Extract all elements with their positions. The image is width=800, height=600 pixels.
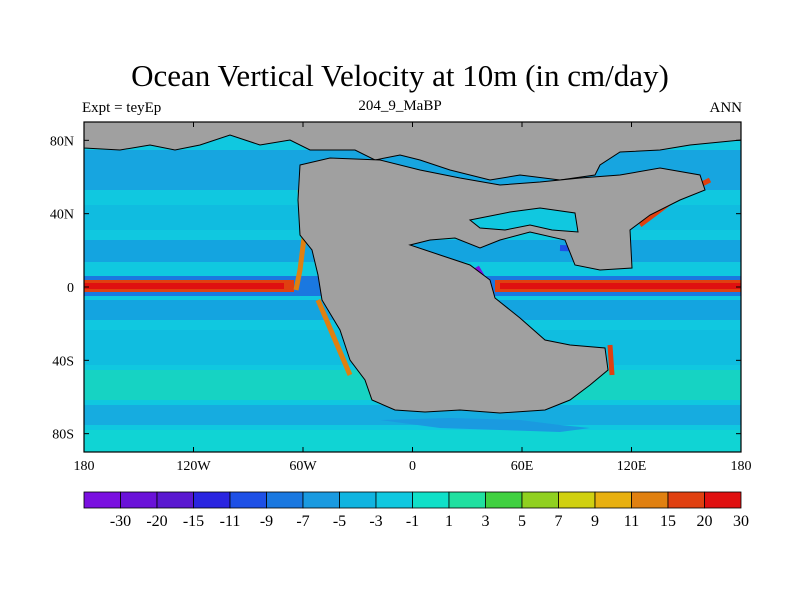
- colorbar-label: 1: [445, 513, 453, 530]
- x-tick-label: 0: [409, 459, 416, 474]
- pangea-landmass: [297, 157, 706, 414]
- colorbar-label: -1: [406, 513, 419, 530]
- axis-ticks: 180 120W 60W 0 60E 120E 180 80N 40N 0 40S 80S: [50, 122, 752, 474]
- colorbar-label: -30: [110, 513, 131, 530]
- colorbar-swatch: [412, 491, 450, 509]
- colorbar-label: -9: [260, 513, 273, 530]
- colorbar-swatch: [704, 491, 742, 509]
- colorbar-swatch: [120, 491, 158, 509]
- colorbar: -30 -20 -15 -11 -9 -7 -5 -3 -1 1 3 5 7 9 11 15 20 30: [83, 491, 749, 530]
- x-tick-label: 60W: [289, 459, 317, 474]
- colorbar-swatch: [485, 491, 523, 509]
- colorbar-label: -20: [146, 513, 167, 530]
- y-tick-label: 80N: [50, 134, 74, 149]
- ocean-band: [84, 405, 741, 425]
- colorbar-swatch: [448, 491, 486, 509]
- colorbar-label: -5: [333, 513, 346, 530]
- x-tick-label: 120W: [176, 459, 211, 474]
- coastal-streak: [607, 344, 615, 376]
- equator-band-west-core: [84, 283, 284, 289]
- colorbar-swatch: [667, 491, 705, 509]
- y-tick-label: 0: [67, 281, 74, 296]
- tethys-inlet: [468, 207, 579, 233]
- colorbar-label: 11: [624, 513, 639, 530]
- colorbar-swatch: [229, 491, 267, 509]
- colorbar-swatch: [266, 491, 304, 509]
- colorbar-label: 30: [733, 513, 749, 530]
- colorbar-swatch: [156, 491, 194, 509]
- ocean-band: [84, 430, 741, 452]
- map-title: Ocean Vertical Velocity at 10m (in cm/da…: [131, 58, 669, 93]
- x-tick-label: 180: [731, 459, 752, 474]
- x-tick-label: 60E: [511, 459, 534, 474]
- colorbar-swatch: [83, 491, 121, 509]
- x-tick-label: 180: [74, 459, 95, 474]
- colorbar-label: -7: [296, 513, 309, 530]
- time-label: 204_9_MaBP: [358, 98, 442, 114]
- y-tick-label: 40S: [52, 354, 74, 369]
- colorbar-swatch: [558, 491, 596, 509]
- colorbar-swatch: [339, 491, 377, 509]
- colorbar-label: -11: [220, 513, 241, 530]
- colorbar-swatch: [302, 491, 340, 509]
- x-tick-label: 120E: [617, 459, 647, 474]
- colorbar-swatch: [521, 491, 559, 509]
- y-tick-label: 40N: [50, 208, 74, 223]
- colorbar-swatch: [193, 491, 231, 509]
- colorbar-label: 15: [660, 513, 676, 530]
- experiment-label: Expt = teyEp: [82, 100, 162, 116]
- colorbar-label: 5: [518, 513, 526, 530]
- southern-shelf: [380, 418, 590, 432]
- colorbar-label: -3: [369, 513, 382, 530]
- colorbar-label: 9: [591, 513, 599, 530]
- equator-band-east-core: [500, 283, 741, 289]
- colorbar-swatch: [631, 491, 669, 509]
- map-field: [84, 122, 741, 452]
- coastal-streak: [315, 299, 353, 376]
- colorbar-label: -15: [183, 513, 204, 530]
- season-label: ANN: [709, 100, 743, 116]
- colorbar-swatch: [375, 491, 413, 509]
- colorbar-label: 7: [555, 513, 563, 530]
- colorbar-label: 20: [697, 513, 713, 530]
- y-tick-label: 80S: [52, 428, 74, 443]
- northern-landmass: [84, 122, 741, 181]
- colorbar-swatch: [594, 491, 632, 509]
- colorbar-label: 3: [482, 513, 490, 530]
